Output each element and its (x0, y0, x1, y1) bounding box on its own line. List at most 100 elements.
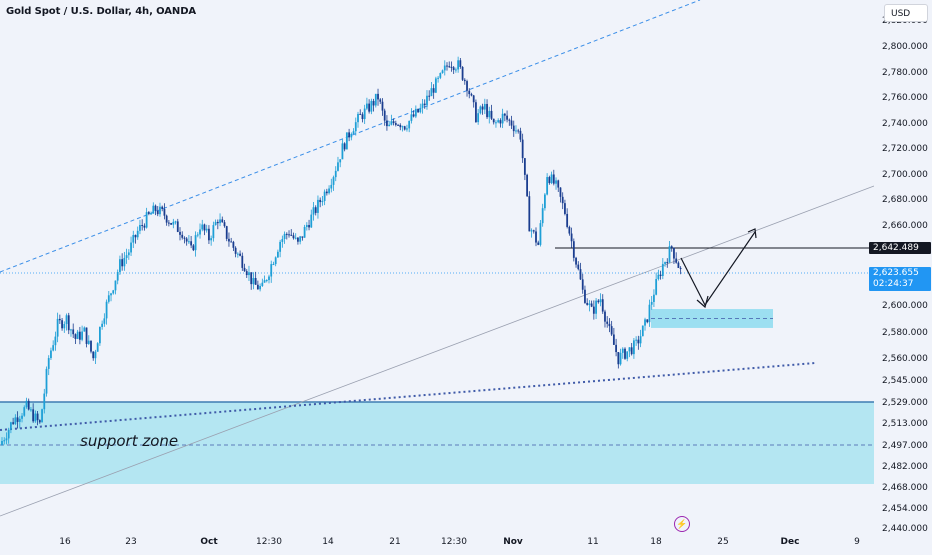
candle-body (579, 269, 582, 280)
candle-body (297, 237, 299, 242)
candle-body (301, 236, 304, 238)
candle-body (610, 326, 613, 335)
candle-body (352, 131, 355, 135)
price-axis-label: 2,800.000 (882, 42, 928, 52)
candle-body (497, 120, 500, 123)
candle-body (408, 120, 411, 129)
countdown-timer: 02:24:37 (873, 279, 914, 289)
price-axis-label: 2,454.000 (882, 504, 928, 514)
candle-body (644, 319, 646, 326)
candle-body (154, 205, 157, 211)
candle-body (539, 223, 542, 245)
candle-body (123, 257, 126, 267)
candle-body (74, 334, 77, 339)
candle-body (383, 110, 386, 121)
candle-body (443, 65, 446, 71)
trend-lines-layer (0, 0, 875, 517)
candle-body (228, 238, 230, 242)
time-axis-label: 12:30 (256, 537, 282, 547)
candle-body (588, 303, 591, 305)
candle-body (38, 420, 41, 423)
candle-body (463, 79, 466, 82)
candle-body (163, 209, 166, 216)
candle-body (661, 263, 664, 276)
candle-body (394, 123, 397, 125)
candle-body (406, 128, 408, 130)
candle-body (479, 106, 482, 114)
candle-body (412, 114, 415, 117)
candle-body (495, 122, 497, 124)
candle-body (103, 318, 106, 324)
candle-body (490, 110, 493, 119)
candle-body (481, 106, 484, 110)
price-axis-label: 2,700.000 (882, 170, 928, 180)
candle-body (72, 329, 75, 335)
candle-body (401, 126, 404, 128)
candle-body (503, 113, 506, 116)
candle-body (92, 351, 95, 359)
candle-body (653, 294, 655, 302)
candle-body (281, 238, 284, 242)
candle-body (334, 170, 337, 178)
candle-body (626, 351, 629, 359)
candle-body (290, 234, 293, 236)
candle-body (428, 95, 431, 97)
candle-body (561, 196, 564, 204)
candle-body (41, 409, 43, 423)
candle-body (83, 327, 86, 332)
candle-body (646, 319, 649, 323)
candle-body (341, 143, 344, 160)
price-axis-label: 2,482.000 (882, 462, 928, 472)
lightning-icon[interactable]: ⚡ (674, 516, 690, 532)
candle-body (288, 234, 290, 236)
candle-body (472, 95, 475, 103)
candle-body (566, 213, 569, 227)
candle-body (557, 180, 560, 188)
candle-body (25, 400, 28, 408)
candle-body (628, 347, 631, 352)
support-zone-layer: support zone (0, 309, 874, 484)
candle-body (317, 199, 319, 213)
candles-layer (1, 56, 682, 446)
candle-body (337, 162, 339, 171)
candle-body (134, 234, 137, 238)
candle-body (199, 229, 201, 235)
price-axis-label: 2,720.000 (882, 144, 928, 154)
candle-body (7, 429, 10, 439)
candle-body (421, 103, 424, 108)
candle-body (477, 113, 480, 123)
candle-body (612, 334, 615, 345)
price-axis-label: 2,740.000 (882, 119, 928, 129)
candle-body (677, 262, 680, 268)
candle-body (230, 241, 233, 243)
candle-body (392, 121, 395, 124)
candle-body (414, 108, 417, 117)
candle-body (439, 73, 442, 78)
middle-trend-line (0, 185, 875, 517)
time-axis: 16 23 Oct 12:30 14 21 12:30 Nov 11 18 25 Dec 9 (59, 537, 860, 547)
candle-body (127, 252, 130, 256)
candle-body (595, 300, 597, 314)
candle-body (621, 348, 624, 353)
candle-body (555, 180, 557, 184)
candle-body (294, 237, 297, 239)
candle-body (87, 340, 90, 344)
time-axis-label: 23 (125, 537, 136, 547)
currency-button[interactable]: USD (884, 4, 928, 22)
time-axis-label: 25 (717, 537, 728, 547)
candle-body (655, 279, 658, 295)
candle-body (584, 289, 586, 303)
price-axis-label: 2,545.000 (882, 376, 928, 386)
candle-body (519, 130, 522, 140)
candle-body (210, 238, 213, 241)
price-axis-label: 2,513.000 (882, 419, 928, 429)
candle-body (590, 303, 593, 307)
candle-body (12, 422, 15, 424)
candle-body (417, 108, 419, 113)
candle-body (10, 422, 12, 430)
candle-body (592, 306, 595, 314)
candle-body (321, 201, 324, 203)
candle-body (263, 280, 266, 283)
